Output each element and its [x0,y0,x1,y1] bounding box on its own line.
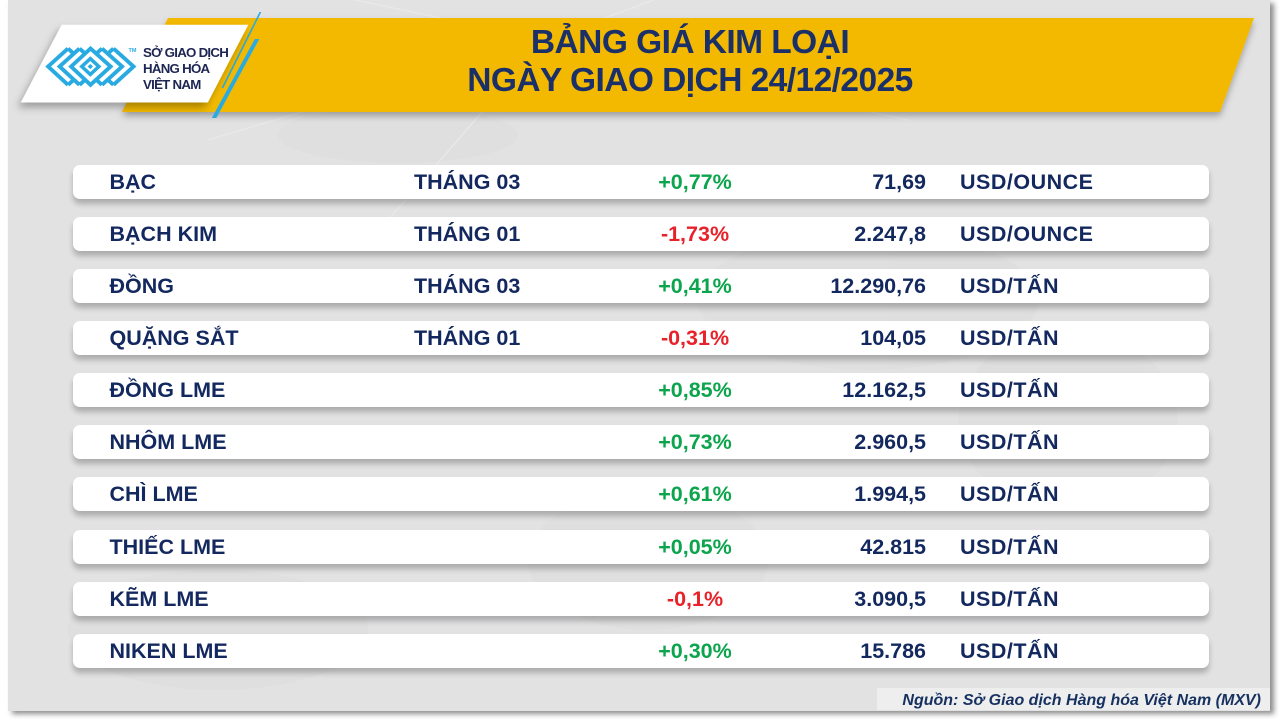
svg-text:TM: TM [129,48,137,54]
